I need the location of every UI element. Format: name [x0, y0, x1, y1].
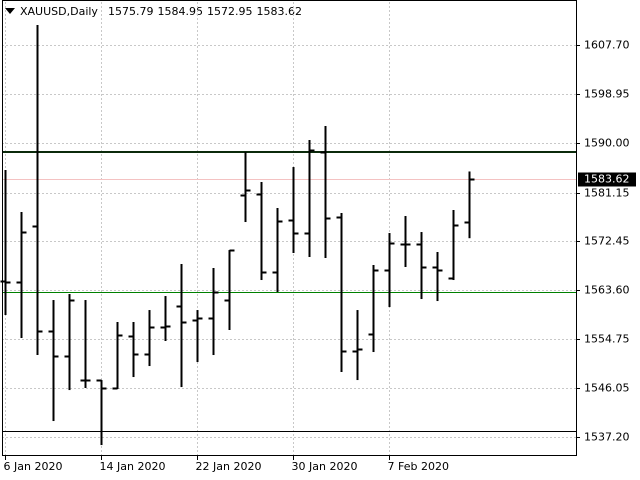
y-tick-label: 1554.75 [584, 333, 630, 346]
price-label-box [578, 172, 636, 187]
header-close: 1583.62 [256, 5, 302, 18]
y-tick-label: 1598.95 [584, 88, 630, 101]
y-tick-label: 1563.60 [584, 284, 630, 297]
chart-header: XAUUSD,Daily 1575.79 1584.95 1572.95 1583.62 [20, 5, 302, 18]
header-open: 1575.79 [108, 5, 154, 18]
x-tick-label: 7 Feb 2020 [388, 460, 449, 473]
symbol: XAUUSD,Daily [20, 5, 98, 18]
y-tick-label: 1572.45 [584, 235, 630, 248]
y-tick-label: 1537.20 [584, 431, 630, 444]
collapse-icon[interactable] [5, 8, 15, 14]
x-tick-label: 6 Jan 2020 [4, 460, 63, 473]
plot-frame [2, 0, 577, 456]
price-label: 1583.62 [584, 173, 630, 186]
header-high: 1584.95 [157, 5, 203, 18]
header-low: 1572.95 [207, 5, 253, 18]
x-tick-label: 22 Jan 2020 [196, 460, 262, 473]
y-tick-label: 1607.70 [584, 39, 630, 52]
x-tick-label: 14 Jan 2020 [100, 460, 166, 473]
y-tick-label: 1581.15 [584, 187, 630, 200]
y-tick-label: 1590.00 [584, 137, 630, 150]
x-tick-label: 30 Jan 2020 [292, 460, 358, 473]
y-tick-label: 1546.05 [584, 382, 630, 395]
